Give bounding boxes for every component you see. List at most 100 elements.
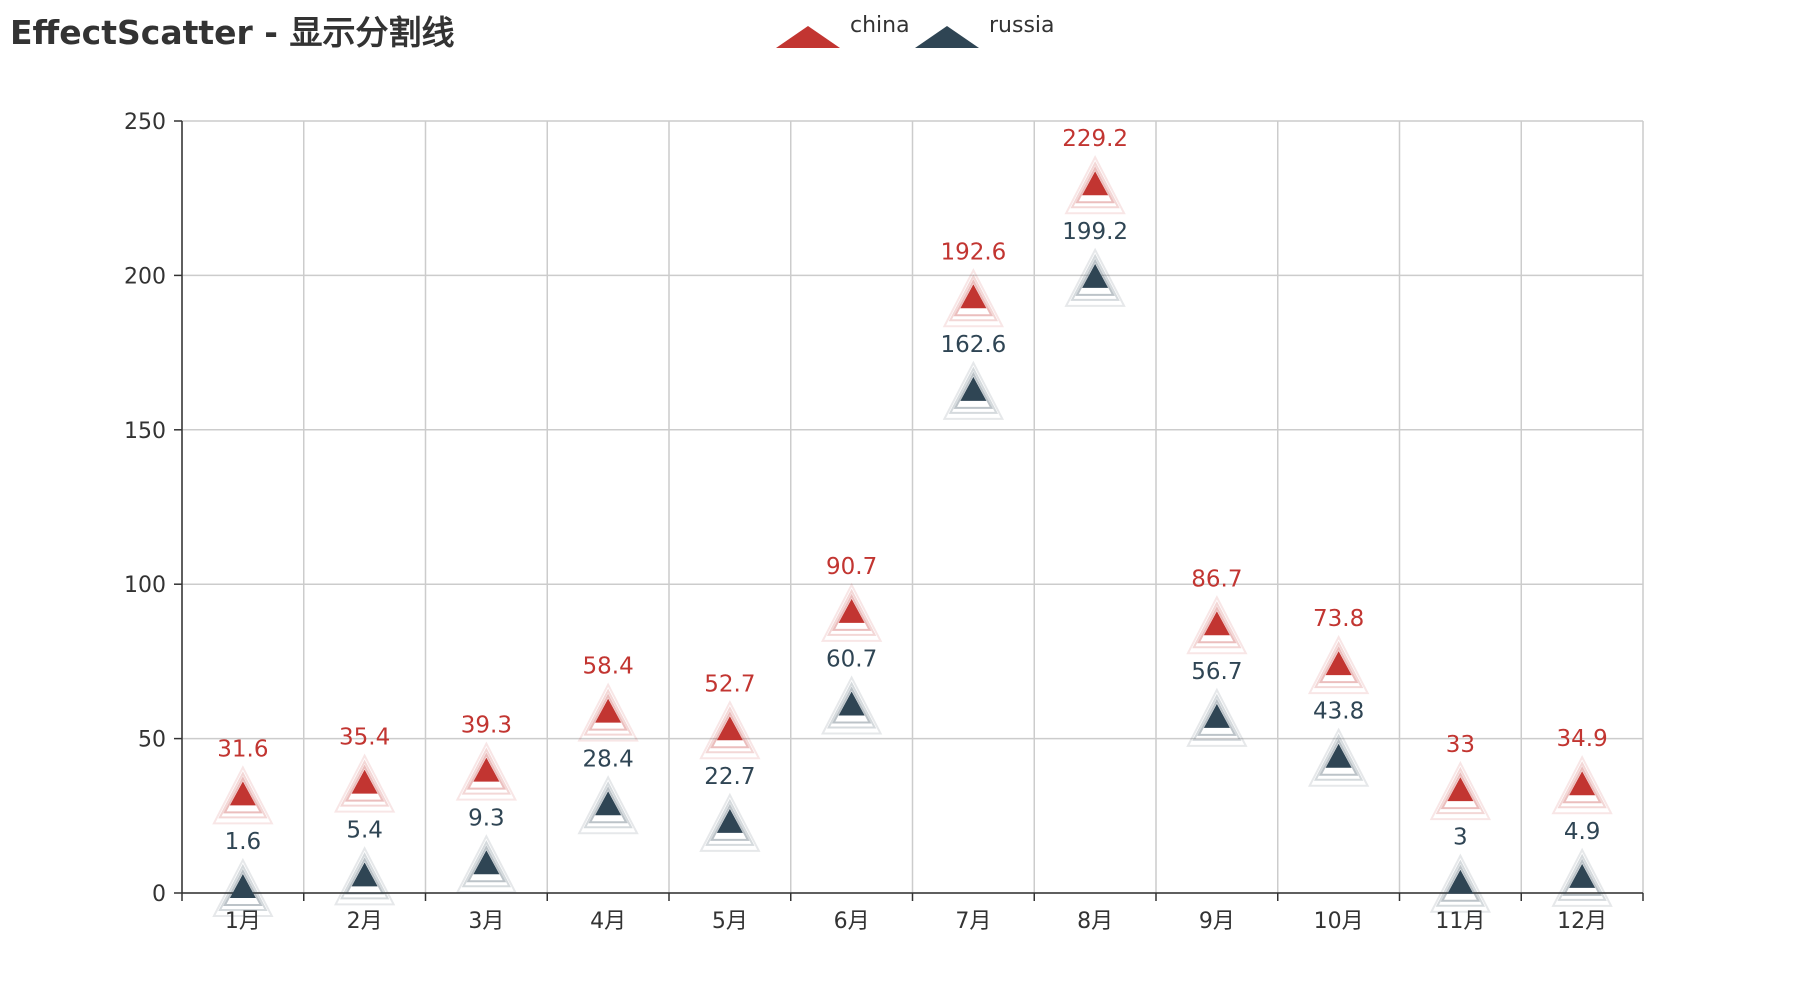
- ripple-ring: [583, 688, 633, 736]
- ripple-ring: [1318, 738, 1359, 776]
- ripple-ring: [1197, 698, 1237, 736]
- legend-marker: [915, 26, 979, 48]
- ripple-ring: [942, 268, 1005, 328]
- ripple-ring: [1551, 755, 1613, 815]
- y-tick-label: 200: [124, 264, 166, 289]
- ripple-ring: [223, 776, 263, 814]
- x-tick-label: 3月: [468, 909, 504, 934]
- ripple-ring: [1562, 766, 1602, 804]
- x-tick-label: 5月: [712, 909, 748, 934]
- ripple-ring: [333, 753, 396, 813]
- data-point: [838, 691, 865, 716]
- ripple-ring: [1562, 858, 1602, 896]
- data-label: 52.7: [704, 671, 755, 697]
- ripple-ring: [466, 752, 507, 790]
- data-point: [473, 850, 500, 875]
- x-axis: 1月 2月 3月 4月 5月 6月 7月 8月 9月 10月 11月 12月: [181, 892, 1644, 934]
- ripple-ring: [1440, 771, 1481, 810]
- data-label: 33: [1446, 732, 1475, 758]
- ripple-ring: [218, 863, 268, 912]
- ripple-ring: [1313, 733, 1364, 781]
- ripple-ring: [1197, 606, 1237, 644]
- ripple-ring: [583, 781, 633, 829]
- data-label: 58.4: [583, 654, 634, 680]
- data-point: [595, 698, 622, 723]
- ripple-ring: [826, 681, 877, 729]
- y-tick-label: 100: [124, 573, 166, 598]
- ripple-ring: [588, 693, 628, 731]
- ripple-ring: [705, 706, 755, 754]
- ripple-ring: [339, 759, 390, 807]
- ripple-ring: [344, 764, 385, 802]
- ripple-ring: [577, 682, 639, 742]
- ripple-ring: [1070, 253, 1120, 301]
- data-label: 39.3: [461, 713, 512, 739]
- ripple-ring: [1070, 161, 1120, 209]
- x-tick-label: 2月: [347, 909, 383, 934]
- ripple-ring: [1557, 761, 1607, 809]
- data-point: [716, 716, 743, 741]
- data-point: [351, 862, 378, 887]
- ripple-ring: [461, 840, 512, 888]
- ripple-ring: [212, 857, 274, 918]
- data-label: 5.4: [346, 817, 383, 843]
- ripple-ring: [831, 593, 872, 631]
- data-point: [1447, 869, 1474, 894]
- data-point: [1325, 743, 1352, 768]
- series-russia: 1.6 5.4 9.3 28.4 22.7 60.7 162.6 199.2 56.7 43.8 3…: [212, 219, 1613, 918]
- data-point: [960, 376, 987, 401]
- ripple-ring: [1435, 859, 1486, 907]
- data-point: [1203, 611, 1230, 636]
- ripple-ring: [588, 786, 628, 824]
- ripple-ring: [1307, 727, 1370, 787]
- ripple-ring: [699, 700, 761, 760]
- ripple-ring: [223, 868, 263, 907]
- ripple-ring: [1440, 864, 1481, 902]
- data-label: 9.3: [468, 805, 505, 831]
- grid: [181, 120, 1644, 894]
- x-tick-label: 1月: [225, 909, 261, 934]
- ripple-ring: [820, 675, 883, 735]
- ripple-ring: [1318, 645, 1359, 684]
- x-tick-label: 12月: [1557, 909, 1607, 934]
- data-label: 90.7: [826, 554, 877, 580]
- y-tick-label: 50: [138, 728, 166, 753]
- data-label: 192.6: [940, 239, 1006, 265]
- ripple-ring: [948, 274, 999, 322]
- legend-item-russia[interactable]: russia: [915, 13, 1055, 48]
- ripple-ring: [1435, 766, 1486, 815]
- ripple-ring: [577, 775, 639, 835]
- ripple-ring: [826, 588, 877, 636]
- ripple-ring: [212, 765, 274, 825]
- series-china: 31.6 35.4 39.3 58.4 52.7 90.7 192.6 229.2 86.7 73…: [212, 126, 1613, 825]
- ripple-ring: [461, 747, 512, 795]
- data-label: 86.7: [1191, 566, 1242, 592]
- y-tick-label: 250: [124, 110, 166, 135]
- chart-title: EffectScatter - 显示分割线: [10, 13, 455, 52]
- y-axis: 0 50 100 150 200 250: [124, 110, 183, 907]
- ripple-ring: [710, 711, 750, 749]
- data-point: [1569, 771, 1596, 796]
- data-label: 1.6: [225, 829, 262, 855]
- data-point: [229, 874, 256, 899]
- ripple-ring: [1551, 847, 1613, 907]
- ripple-ring: [705, 798, 755, 846]
- data-point: [1325, 651, 1352, 676]
- legend-label: russia: [989, 13, 1055, 38]
- ripple-ring: [820, 582, 883, 642]
- data-label: 31.6: [217, 736, 268, 762]
- ripple-ring: [953, 279, 994, 317]
- ripple-ring: [710, 803, 750, 841]
- legend-label: china: [850, 13, 910, 38]
- data-point: [716, 808, 743, 833]
- ripple-ring: [1064, 247, 1126, 307]
- ripple-ring: [1186, 595, 1248, 655]
- legend-item-china[interactable]: china: [776, 13, 910, 48]
- data-label: 162.6: [940, 332, 1006, 358]
- ripple-ring: [831, 686, 872, 724]
- legend: china russia: [776, 13, 1055, 48]
- y-tick-label: 0: [152, 882, 166, 907]
- ripple-ring: [455, 741, 518, 801]
